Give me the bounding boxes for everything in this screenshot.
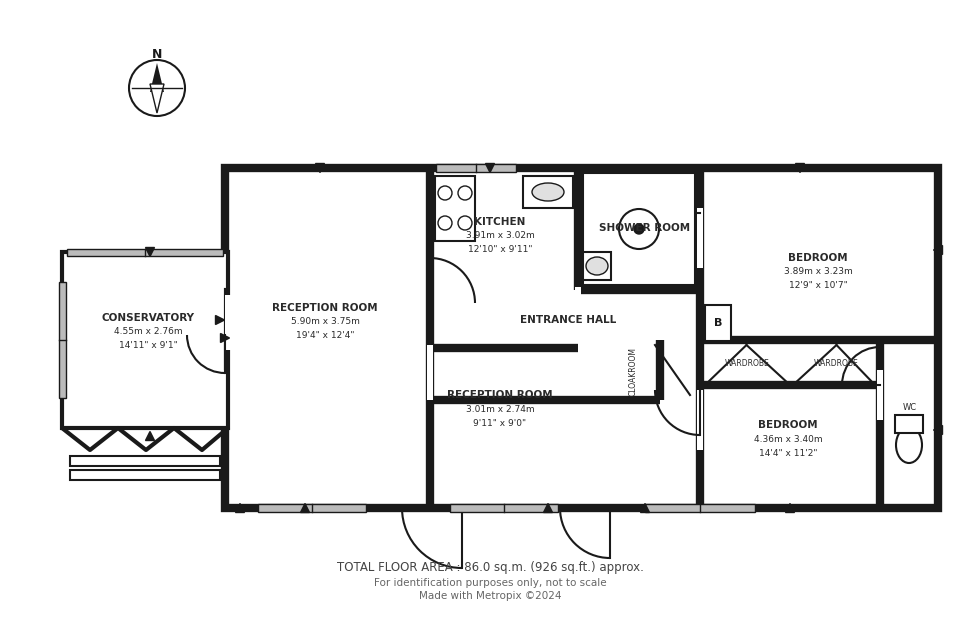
Text: 3.01m x 2.74m: 3.01m x 2.74m (466, 404, 534, 413)
Bar (225, 168, 938, 508)
Text: BEDROOM: BEDROOM (788, 253, 848, 263)
Polygon shape (934, 426, 943, 435)
Polygon shape (145, 431, 155, 440)
Text: 9'11" x 9'0": 9'11" x 9'0" (473, 419, 526, 428)
Text: CLOAKROOM: CLOAKROOM (628, 347, 638, 397)
Bar (583, 173, 695, 285)
Text: CONSERVATORY: CONSERVATORY (102, 313, 194, 323)
Text: RECEPTION ROOM: RECEPTION ROOM (272, 303, 378, 313)
Text: 4.55m x 2.76m: 4.55m x 2.76m (114, 328, 182, 337)
Text: 5.90m x 3.75m: 5.90m x 3.75m (290, 317, 360, 326)
Text: ENTRANCE HALL: ENTRANCE HALL (519, 315, 616, 325)
Bar (697, 390, 703, 450)
Text: 14'11" x 9'1": 14'11" x 9'1" (119, 342, 177, 351)
Bar (450, 504, 558, 512)
Bar (877, 370, 883, 420)
Text: N: N (152, 49, 162, 62)
Text: SHOWER ROOM: SHOWER ROOM (600, 223, 691, 233)
Bar (895, 415, 923, 433)
Text: 4.36m x 3.40m: 4.36m x 3.40m (754, 435, 822, 444)
Bar (462, 505, 537, 515)
Bar (59, 282, 66, 398)
Bar (433, 340, 575, 348)
Polygon shape (150, 84, 164, 113)
Text: 12'10" x 9'11": 12'10" x 9'11" (467, 246, 532, 254)
Bar (645, 504, 755, 512)
Ellipse shape (896, 427, 922, 463)
Polygon shape (641, 503, 650, 513)
Text: 3.89m x 3.23m: 3.89m x 3.23m (784, 267, 853, 276)
Bar (705, 305, 731, 341)
Polygon shape (216, 315, 224, 324)
Bar (70, 470, 220, 480)
Polygon shape (796, 163, 805, 172)
Text: 3.91m x 3.02m: 3.91m x 3.02m (466, 231, 534, 240)
Text: KITCHEN: KITCHEN (474, 217, 525, 227)
Bar (436, 164, 516, 172)
Text: 12'9" x 10'7": 12'9" x 10'7" (789, 281, 848, 290)
Text: 14'4" x 11'2": 14'4" x 11'2" (759, 449, 817, 458)
Text: Made with Metropix ©2024: Made with Metropix ©2024 (418, 591, 562, 601)
Polygon shape (786, 503, 795, 513)
Text: 19'4" x 12'4": 19'4" x 12'4" (296, 331, 354, 340)
Bar (575, 287, 581, 342)
Bar (697, 208, 703, 268)
Bar (523, 176, 573, 208)
Text: TOTAL FLOOR AREA : 86.0 sq.m. (926 sq.ft.) approx.: TOTAL FLOOR AREA : 86.0 sq.m. (926 sq.ft… (336, 560, 644, 574)
Bar (70, 456, 220, 466)
Polygon shape (301, 503, 310, 513)
Text: WARDROBE: WARDROBE (813, 360, 858, 369)
Polygon shape (145, 247, 155, 256)
Ellipse shape (532, 183, 564, 201)
Text: WARDROBE: WARDROBE (724, 360, 769, 369)
Polygon shape (316, 163, 324, 172)
Polygon shape (934, 246, 943, 254)
Polygon shape (220, 333, 229, 342)
Bar (430, 171, 578, 348)
Polygon shape (544, 503, 553, 513)
Bar (225, 295, 231, 350)
Polygon shape (150, 63, 164, 92)
Bar (583, 252, 611, 280)
Bar (258, 504, 366, 512)
Text: RECEPTION ROOM: RECEPTION ROOM (447, 390, 553, 400)
Ellipse shape (586, 257, 608, 275)
Bar (226, 290, 227, 368)
Text: B: B (713, 318, 722, 328)
Bar (67, 249, 223, 256)
Polygon shape (235, 503, 244, 513)
Bar (435, 176, 475, 241)
Bar (62, 252, 228, 428)
Circle shape (129, 60, 185, 116)
Text: BEDROOM: BEDROOM (759, 420, 818, 430)
Text: WC: WC (903, 403, 917, 413)
Text: For identification purposes only, not to scale: For identification purposes only, not to… (373, 578, 607, 588)
Bar (427, 345, 433, 400)
Circle shape (634, 224, 644, 234)
Polygon shape (485, 163, 495, 172)
